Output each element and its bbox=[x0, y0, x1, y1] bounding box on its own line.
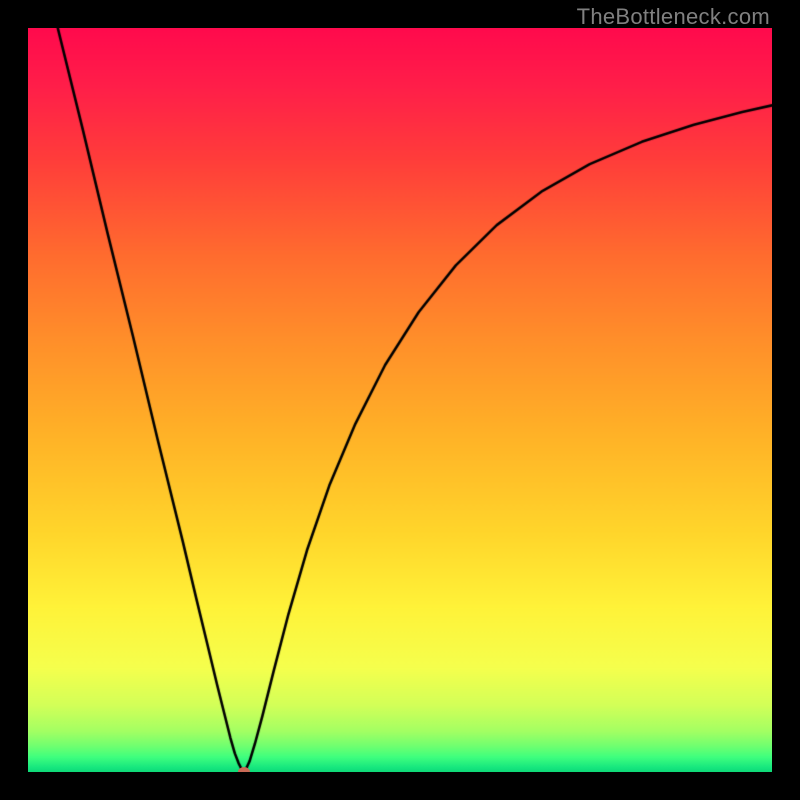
plot-area bbox=[28, 28, 772, 772]
image-root: TheBottleneck.com bbox=[0, 0, 800, 800]
watermark-text: TheBottleneck.com bbox=[577, 4, 770, 30]
bottleneck-minimum-dot bbox=[238, 767, 250, 772]
curve-canvas bbox=[28, 28, 772, 772]
